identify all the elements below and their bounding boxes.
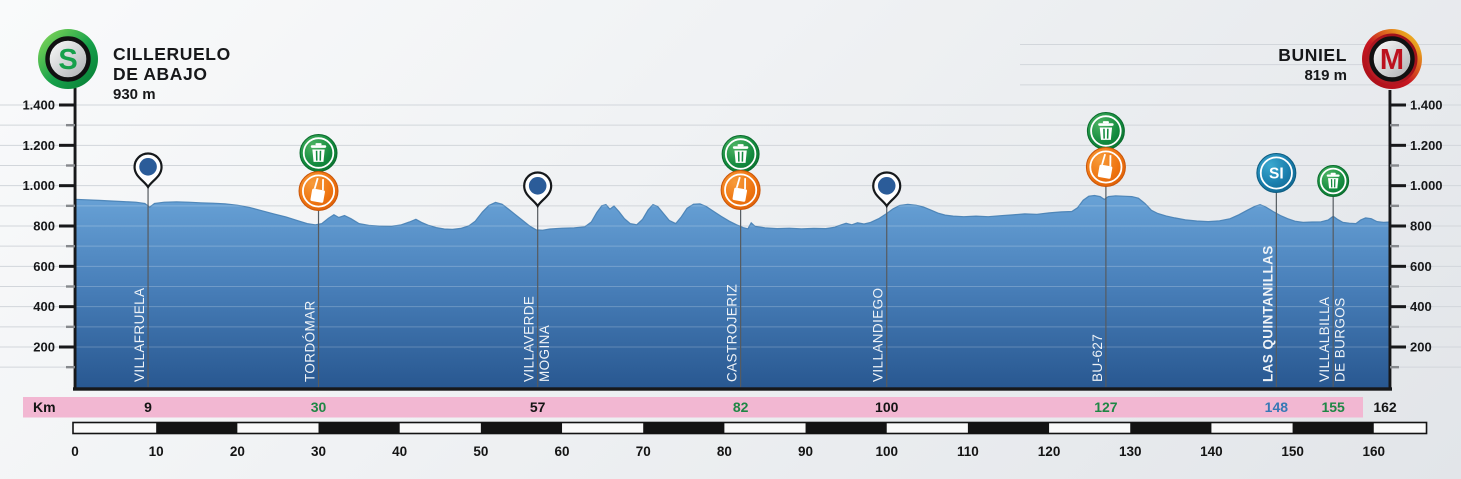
finish-badge-icon: M xyxy=(1362,29,1422,89)
waypoint-label: LAS QUINTANILLAS xyxy=(1260,245,1275,382)
scale-bar-label: 150 xyxy=(1281,444,1304,459)
scale-bar xyxy=(73,422,1427,434)
y-tick-label-right: 1.000 xyxy=(1410,178,1443,193)
checkpoint-pin-icon xyxy=(872,171,902,209)
checkpoint-pin-icon xyxy=(523,171,553,209)
y-axis-left xyxy=(73,88,77,389)
musette-glyph xyxy=(1097,153,1113,179)
scale-bar-label: 10 xyxy=(149,444,164,459)
finish-elevation: 819 m xyxy=(1304,67,1347,84)
y-tick-label-right: 200 xyxy=(1410,340,1432,355)
scale-bar-label: 70 xyxy=(636,444,651,459)
km-bar-value: 9 xyxy=(144,399,152,415)
waste-zone-icon xyxy=(1086,112,1125,150)
y-tick-label-left: 1.200 xyxy=(22,138,55,153)
y-tick-label-left: 1.000 xyxy=(22,178,55,193)
scale-bar-label: 30 xyxy=(311,444,326,459)
start-name-line2: DE ABAJO xyxy=(113,64,208,84)
finish-badge-letter: M xyxy=(1380,44,1404,76)
scale-bar-label: 50 xyxy=(473,444,488,459)
y-tick-label-left: 200 xyxy=(33,340,55,355)
start-header: S CILLERUELO DE ABAJO 930 m xyxy=(36,27,231,104)
km-bar-value: 82 xyxy=(733,399,749,415)
scale-bar-segment xyxy=(1292,422,1374,434)
waste-zone-icon xyxy=(721,135,760,173)
y-tick-label-left: 800 xyxy=(33,219,55,234)
waste-zone-icon xyxy=(1317,165,1350,197)
km-bar-final-value: 162 xyxy=(1373,399,1397,415)
scale-bar-segment xyxy=(643,422,725,434)
feed-zone-icon xyxy=(720,170,761,210)
x-axis-line xyxy=(73,387,1392,391)
start-badge-icon: S xyxy=(38,29,98,89)
trash-glyph xyxy=(1098,121,1114,140)
musette-glyph xyxy=(732,176,748,202)
y-tick-label-left: 1.400 xyxy=(22,98,55,113)
waypoint-label: VILLAVERDE xyxy=(522,296,537,382)
trash-glyph xyxy=(732,144,749,163)
sprint-si-text: SI xyxy=(1269,166,1284,183)
start-badge-letter: S xyxy=(58,44,77,76)
finish-name: BUNIEL xyxy=(1278,45,1347,65)
y-tick-label-right: 400 xyxy=(1410,299,1432,314)
scale-bar-segment xyxy=(156,422,238,434)
scale-bar-segment xyxy=(967,422,1050,434)
trash-glyph xyxy=(310,143,327,162)
scale-bar-label: 0 xyxy=(71,444,79,459)
scale-bar-segment xyxy=(805,422,887,434)
waste-zone-icon xyxy=(299,134,338,172)
y-tick-label-left: 600 xyxy=(33,259,55,274)
km-bar-value: 155 xyxy=(1321,399,1345,415)
scale-bar-label: 80 xyxy=(717,444,732,459)
scale-bar-segment xyxy=(1130,422,1212,434)
waypoint-label: VILLAFRUELA xyxy=(132,288,147,382)
scale-bar-segment xyxy=(318,422,400,434)
scale-bar-label: 130 xyxy=(1119,444,1142,459)
scale-bar-label: 160 xyxy=(1362,444,1385,459)
start-elevation: 930 m xyxy=(113,86,156,103)
scale-bar-label: 100 xyxy=(875,444,898,459)
scale-bar-label: 40 xyxy=(392,444,407,459)
km-bar xyxy=(23,397,1363,418)
trash-glyph xyxy=(1326,172,1340,189)
km-bar-value: 100 xyxy=(875,399,899,415)
scale-bar-label: 120 xyxy=(1038,444,1061,459)
scale-bar-segment xyxy=(480,422,563,434)
scale-bar-label: 140 xyxy=(1200,444,1223,459)
scale-bar-border xyxy=(72,421,1428,435)
feed-zone-icon xyxy=(298,171,339,211)
checkpoint-pin-icon xyxy=(133,152,163,190)
y-tick-label-right: 600 xyxy=(1410,259,1432,274)
scale-bar-label: 60 xyxy=(555,444,570,459)
waypoint-label: DE BURGOS xyxy=(1333,297,1348,382)
waypoint-label: MOGINA xyxy=(537,325,552,382)
y-axis-right xyxy=(1388,90,1392,389)
km-bar-value: 127 xyxy=(1094,399,1118,415)
profile-edge xyxy=(74,194,1391,231)
y-tick-label-left: 400 xyxy=(33,299,55,314)
km-bar-value: 148 xyxy=(1265,399,1289,415)
sprint-si-icon: SI xyxy=(1256,153,1297,193)
y-tick-label-right: 1.200 xyxy=(1410,138,1443,153)
waypoint-label: VILLANDIEGO xyxy=(871,288,886,382)
start-name-line1: CILLERUELO xyxy=(113,44,231,64)
finish-header: BUNIEL 819 m M xyxy=(1278,27,1424,91)
scale-bar-label: 110 xyxy=(957,444,979,459)
profile-area xyxy=(75,195,1390,389)
scale-bar-label: 20 xyxy=(230,444,245,459)
scale-bar-label: 90 xyxy=(798,444,813,459)
waypoint-label: TORDÓMAR xyxy=(303,300,318,382)
waypoint-label: CASTROJERIZ xyxy=(725,284,740,382)
km-bar-title: Km xyxy=(33,399,56,415)
km-bar-value: 57 xyxy=(530,399,546,415)
km-bar-value: 30 xyxy=(311,399,327,415)
musette-glyph xyxy=(310,177,325,203)
feed-zone-icon xyxy=(1085,147,1126,187)
waypoint-label: VILLALBILLA xyxy=(1317,297,1332,382)
y-tick-label-right: 1.400 xyxy=(1410,98,1443,113)
waypoint-label: BU-627 xyxy=(1090,334,1105,382)
y-tick-label-right: 800 xyxy=(1410,219,1432,234)
